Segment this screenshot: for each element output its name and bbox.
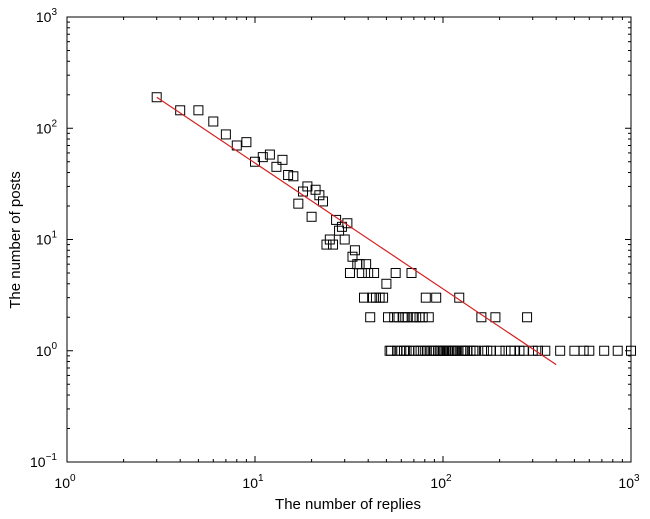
tick-labels: 100 101 102 103 10−1 100 101 102 103 <box>30 7 640 491</box>
data-point <box>241 137 252 148</box>
x-tick-label: 101 <box>242 473 264 491</box>
data-point <box>151 92 162 103</box>
data-point <box>490 312 501 323</box>
data-point <box>336 221 347 232</box>
data-point <box>208 116 219 127</box>
data-point <box>454 292 465 303</box>
data-point <box>612 345 623 356</box>
data-point <box>193 105 204 116</box>
data-point <box>306 211 317 222</box>
data-point <box>527 345 538 356</box>
data-point <box>386 345 397 356</box>
data-point <box>494 345 505 356</box>
data-point <box>328 239 339 250</box>
data-point <box>431 292 442 303</box>
data-point <box>420 292 431 303</box>
y-tick-label: 101 <box>36 230 58 248</box>
data-point <box>264 149 275 160</box>
x-tick-label: 102 <box>430 473 452 491</box>
data-point <box>318 196 329 207</box>
data-point <box>321 239 332 250</box>
x-tick-label: 100 <box>54 473 76 491</box>
data-point <box>417 312 428 323</box>
data-point <box>578 345 589 356</box>
data-point <box>378 292 389 303</box>
y-tick-label: 10−1 <box>30 452 57 470</box>
data-point <box>540 345 551 356</box>
data-point <box>288 171 299 182</box>
data-point <box>383 312 394 323</box>
data-point <box>532 345 543 356</box>
data-point <box>293 198 304 209</box>
data-point <box>555 345 566 356</box>
y-axis-title: The number of posts <box>7 171 24 309</box>
data-point <box>381 278 392 289</box>
data-point <box>522 312 533 323</box>
data-point <box>324 234 335 245</box>
data-point <box>302 181 313 192</box>
y-tick-label: 100 <box>36 341 58 359</box>
axes <box>66 16 632 463</box>
x-tick-label: 103 <box>618 473 640 491</box>
data-point <box>271 161 282 172</box>
data-point <box>599 345 610 356</box>
data-point <box>231 140 242 151</box>
data-point <box>471 345 482 356</box>
data-point <box>365 312 376 323</box>
data-point <box>283 169 294 180</box>
y-tick-label: 102 <box>36 118 58 136</box>
data-point <box>358 292 369 303</box>
data-point <box>339 234 350 245</box>
data-point <box>349 245 360 256</box>
data-point <box>344 267 355 278</box>
fit-line-group <box>156 96 557 366</box>
data-marks <box>151 92 636 356</box>
data-point <box>220 129 231 140</box>
y-tick-label: 103 <box>36 7 58 25</box>
data-point <box>277 154 288 165</box>
data-point <box>314 190 325 201</box>
data-point <box>363 267 374 278</box>
data-point <box>390 267 401 278</box>
data-point <box>584 345 595 356</box>
data-point <box>257 152 268 163</box>
data-point <box>342 218 353 229</box>
x-axis-title: The number of replies <box>275 496 421 513</box>
data-point <box>369 267 380 278</box>
fit-line <box>156 96 557 366</box>
data-point <box>423 312 434 323</box>
data-point <box>310 184 321 195</box>
data-point <box>334 225 345 236</box>
